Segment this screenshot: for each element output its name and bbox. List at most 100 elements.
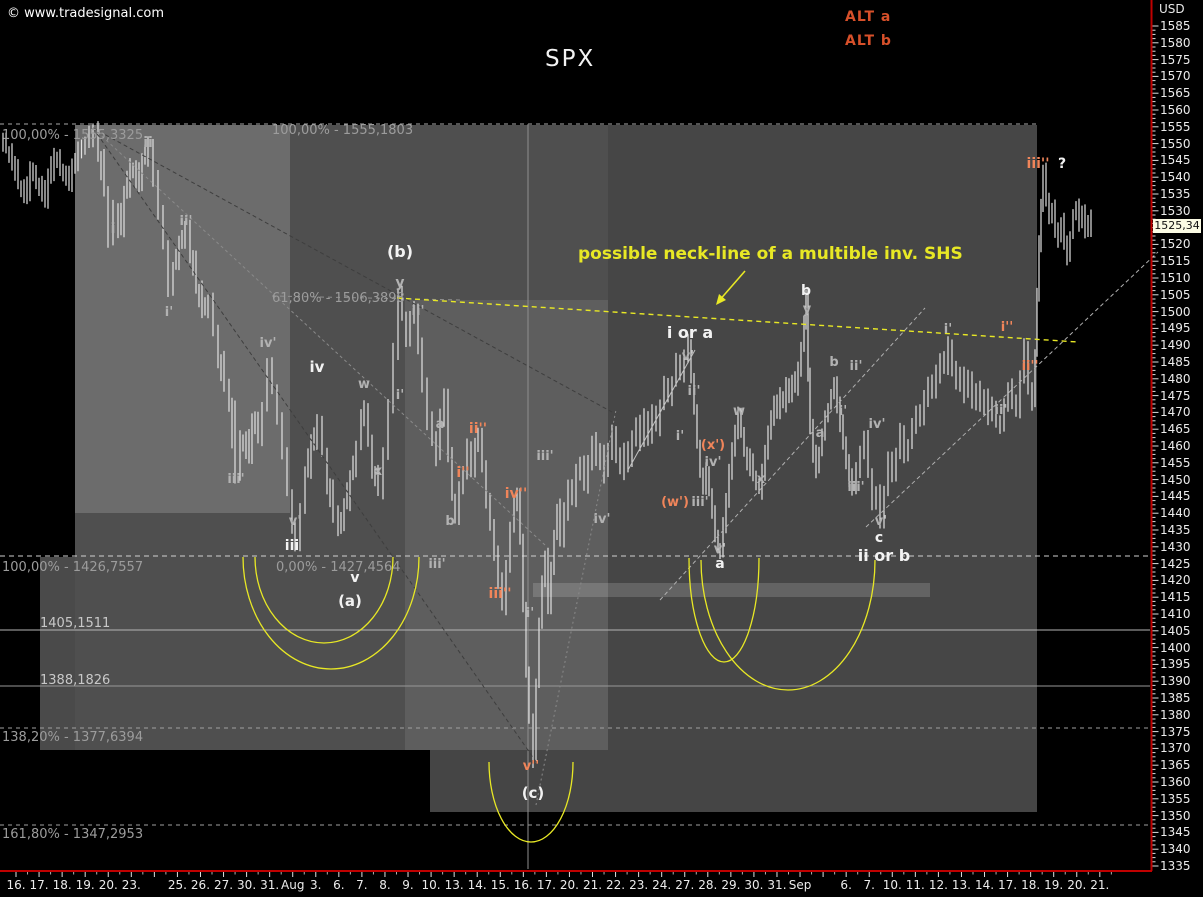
date-tick-label: 12. [928, 878, 948, 892]
price-bars [2, 121, 1092, 768]
fib-retracement-label: 100,00% - 1426,7557 [2, 560, 143, 575]
date-tick-label: 17. [536, 878, 556, 892]
date-tick-label: 23. [629, 878, 649, 892]
wave-label: iii' [428, 557, 445, 572]
price-tick-label: 1475 [1160, 388, 1191, 403]
trend-line [535, 409, 617, 806]
price-tick-label: 1585 [1160, 19, 1191, 33]
price-tick-label: 1470 [1160, 405, 1191, 420]
wave-label: iii' [536, 449, 553, 464]
shaded-region [405, 300, 608, 750]
wave-label: (c) [522, 784, 545, 802]
wave-label: i' [526, 606, 534, 621]
price-tick-label: 1410 [1160, 607, 1191, 621]
wave-label: ii' [995, 403, 1008, 418]
date-tick-label: 14. [974, 878, 995, 892]
trend-line [865, 251, 1159, 528]
wave-label: ii'' [469, 421, 487, 437]
fib-retracement-label: 100,00% - 1555,1803 [272, 123, 413, 138]
price-tick-label: 1510 [1160, 271, 1191, 285]
wave-label: ii [143, 135, 153, 151]
date-tick-label: 18. [52, 878, 72, 892]
wave-label: iii' [227, 472, 244, 487]
trend-line [92, 127, 613, 413]
date-tick-label: 13. [444, 878, 464, 892]
price-tick-label: 1390 [1160, 674, 1191, 689]
date-tick-label: Aug [281, 878, 305, 892]
wave-label: w [733, 404, 745, 419]
price-tick-label: 1415 [1160, 590, 1191, 605]
price-tick-label: 1425 [1160, 556, 1191, 571]
wave-label: iv [310, 358, 325, 376]
date-tick-label: 14. [467, 878, 487, 892]
price-tick-label: 1360 [1160, 775, 1191, 789]
date-tick-label: 31. [260, 878, 280, 892]
date-tick-label: 7. [356, 878, 368, 892]
wave-label: i'' [1001, 320, 1013, 335]
neckline-annotation-text: possible neck-line of a multible inv. SH… [578, 244, 963, 264]
fib-retracement-label: 138,20% - 1377,6394 [2, 730, 143, 745]
wave-label: c [875, 530, 883, 546]
wave-label: iv' [705, 455, 722, 470]
price-tick-label: 1435 [1160, 523, 1191, 537]
price-tick-label: 1365 [1160, 758, 1191, 773]
date-tick-label: 21. [1090, 878, 1110, 892]
wave-label: i' [839, 404, 847, 419]
date-tick-label: 15. [490, 878, 510, 892]
date-tick-label: 23. [121, 878, 141, 892]
price-tick-label: 1545 [1160, 153, 1191, 168]
date-tick-label: 21. [582, 878, 603, 892]
date-tick-label: 16. [513, 878, 533, 892]
wave-label: a [816, 426, 825, 441]
date-tick-label: 28. [698, 878, 718, 892]
price-tick-label: 1350 [1160, 808, 1191, 823]
price-tick-label: 1530 [1160, 203, 1191, 218]
wave-label: iv' [260, 336, 277, 351]
date-tick-label: 17. [29, 878, 49, 892]
alt-scenario-a-label: ALT a [845, 9, 892, 25]
date-tick-label: 7. [863, 878, 875, 892]
wave-label: ii' [412, 304, 425, 319]
wave-label: v [350, 570, 359, 586]
price-tick-label: 1455 [1160, 455, 1191, 470]
wave-label: a [715, 556, 724, 572]
price-tick-label: 1570 [1160, 69, 1191, 84]
price-tick-label: 1490 [1160, 338, 1191, 353]
fib-retracement-label: 161,80% - 1347,2953 [2, 827, 143, 842]
fib-retracement-label: 100,00% - 1555,3325 [2, 128, 143, 143]
wave-label: i' [396, 388, 404, 403]
wave-label: y [803, 302, 812, 317]
price-tick-label: 1540 [1160, 170, 1191, 185]
price-tick-label: 1495 [1160, 321, 1191, 336]
wave-label: i' [944, 322, 952, 337]
date-tick-label: 24. [652, 878, 672, 892]
date-tick-label: 20. [1067, 878, 1087, 892]
date-tick-label: Sep [788, 878, 812, 892]
shaded-region [40, 557, 75, 750]
price-tick-label: 1335 [1160, 859, 1191, 873]
wave-label: iii'' [489, 586, 512, 602]
wave-label: v' [714, 542, 726, 557]
trend-line [92, 127, 546, 546]
price-tick-label: 1370 [1160, 741, 1191, 756]
trend-line [659, 307, 926, 601]
price-tick-label: 1480 [1160, 371, 1191, 386]
price-level-label: 1405,1511 [40, 616, 110, 631]
price-tick-label: 1405 [1160, 623, 1191, 638]
date-tick-label: 29. [721, 878, 741, 892]
chart-symbol-title: SPX [545, 46, 596, 72]
target-arc [688, 557, 760, 663]
wave-label: iii' [847, 480, 864, 495]
wave-label: ? [1058, 156, 1066, 172]
date-tick-label: 6. [840, 878, 852, 892]
trend-line [92, 127, 538, 764]
date-tick-label: 26. [190, 878, 211, 892]
price-tick-label: 1420 [1160, 573, 1191, 588]
wave-label: v' [875, 514, 887, 529]
date-tick-label: 19. [75, 878, 95, 892]
date-tick-label: 30. [237, 878, 257, 892]
wave-label: ii'' [1022, 359, 1039, 374]
date-tick-label: 10. [882, 878, 902, 892]
